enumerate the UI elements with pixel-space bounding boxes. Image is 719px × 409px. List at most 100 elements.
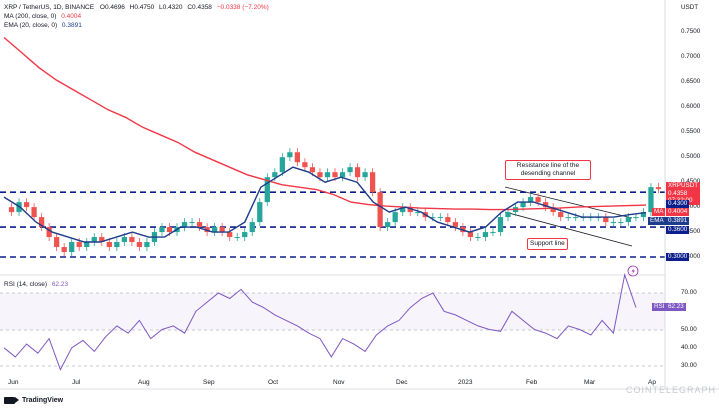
- rsi-band: [0, 293, 665, 330]
- tradingview-label: TradingView: [22, 397, 64, 404]
- price-tick-label: 0.3000: [681, 253, 701, 260]
- time-tick-label: Feb: [526, 379, 538, 386]
- watermark-brand: COINTELEGRAPH: [626, 385, 717, 395]
- candle-body: [317, 172, 323, 178]
- time-tick-label: Mar: [584, 379, 596, 386]
- channel-resistance-line: [504, 186, 633, 219]
- candle-body: [437, 217, 443, 219]
- low-value: L0.4320: [159, 4, 183, 11]
- rsi-legend-label: RSI (14, close): [4, 281, 47, 288]
- candle-body: [467, 232, 474, 238]
- resistance-annotation: Resistance line of the desending channel: [505, 160, 591, 180]
- candle-body: [324, 172, 331, 178]
- candle-body: [354, 167, 361, 178]
- candle-body: [527, 197, 534, 203]
- price-tick-label: 0.5500: [681, 128, 701, 136]
- candle-body: [99, 237, 105, 243]
- change-value: −0.0338 (−7.20%): [216, 4, 269, 11]
- time-tick-label: Oct: [268, 379, 279, 386]
- rsi-legend[interactable]: RSI (14, close) 62.23: [4, 281, 68, 288]
- price-tick-label: 0.6500: [681, 78, 701, 86]
- open-value: O0.4696: [99, 4, 125, 11]
- candle-body: [91, 237, 97, 243]
- ma-value-tag: 0.4004: [666, 208, 690, 216]
- ema-legend[interactable]: EMA (20, close, 0) 0.3891: [4, 21, 82, 30]
- lightning-icon: [631, 268, 635, 275]
- candle-body: [136, 242, 143, 248]
- level-0300-tag: 0.3000: [666, 253, 690, 261]
- candle-body: [482, 232, 489, 238]
- currency-label: USDT: [681, 4, 699, 11]
- candle-body: [8, 207, 15, 213]
- candle-body: [76, 242, 82, 248]
- close-value: C0.4358: [187, 4, 212, 11]
- ma200-line: [3, 36, 647, 211]
- ma-legend-value: 0.4004: [61, 13, 82, 20]
- candle-body: [377, 192, 383, 228]
- candle-body: [121, 237, 127, 243]
- time-tick-label: Jul: [72, 379, 81, 386]
- candle-body: [573, 217, 579, 219]
- candle-body: [166, 227, 173, 233]
- candle-body: [69, 242, 75, 253]
- candle-body: [520, 202, 526, 208]
- candle-body: [558, 212, 564, 218]
- candle-body: [618, 222, 624, 224]
- candle-body: [332, 172, 338, 178]
- candle-body: [272, 172, 278, 178]
- candle-body: [550, 207, 556, 213]
- time-tick-label: Ap: [648, 379, 656, 386]
- last-price-symbol: XRPUSDT: [668, 182, 699, 189]
- price-tick-label: 0.3500: [681, 228, 701, 236]
- horizontal-levels: [0, 191, 665, 258]
- candle-body: [648, 187, 654, 213]
- candle-body: [31, 207, 37, 218]
- candle-body: [565, 217, 571, 219]
- price-tick-label: 0.6000: [681, 103, 701, 111]
- candle-body: [445, 217, 451, 223]
- candle-body: [219, 227, 225, 233]
- ema-tag: EMA: [648, 217, 666, 225]
- rsi-tick-label: 50.00: [681, 325, 697, 333]
- level-0360-tag: 0.3600: [666, 226, 690, 234]
- last-price-value: 0.4358: [668, 189, 688, 197]
- candle-body: [497, 217, 504, 233]
- candle-body: [23, 202, 30, 208]
- time-tick-label: Dec: [396, 379, 408, 386]
- ema-legend-label: EMA (20, close, 0): [4, 22, 58, 29]
- candle-body: [430, 217, 436, 219]
- candle-body: [347, 167, 353, 173]
- candle-body: [129, 237, 135, 243]
- symbol-legend: XRP / TetherUS, 1D, BINANCE O0.4696 H0.4…: [4, 3, 272, 12]
- ma-tag: MA: [652, 208, 666, 216]
- candle-body: [257, 202, 263, 223]
- symbol-title[interactable]: XRP / TetherUS, 1D, BINANCE: [4, 4, 95, 11]
- candle-body: [279, 157, 285, 173]
- ma-legend[interactable]: MA (200, close, 0) 0.4004: [4, 12, 81, 21]
- candle-body: [204, 227, 210, 233]
- rsi-tick-label: 30.00: [681, 362, 697, 369]
- time-tick-label: 2023: [458, 379, 473, 386]
- candle-body: [54, 237, 60, 248]
- candle-body: [227, 232, 233, 238]
- tradingview-logo[interactable]: TradingView: [4, 397, 63, 404]
- descending-channel: [504, 186, 633, 247]
- candle-body: [407, 207, 413, 213]
- rsi-tick-label: 70.00: [681, 289, 697, 296]
- candle-body: [385, 222, 391, 228]
- candle-body: [400, 207, 406, 213]
- candle-body: [114, 242, 120, 248]
- candle-body: [640, 212, 647, 218]
- candle-body: [362, 172, 368, 178]
- candle-body: [452, 222, 458, 228]
- candle-body: [309, 167, 316, 173]
- candle-body: [234, 237, 240, 239]
- rsi-tag: RSI: [652, 303, 667, 311]
- candle-body: [392, 212, 398, 223]
- candle-body: [543, 202, 549, 208]
- candle-body: [106, 242, 112, 248]
- rsi-legend-value: 62.23: [51, 281, 69, 288]
- price-tick-label: 0.7500: [681, 28, 701, 36]
- ema-value-tag: 0.3891: [666, 217, 690, 225]
- candle-body: [264, 177, 270, 203]
